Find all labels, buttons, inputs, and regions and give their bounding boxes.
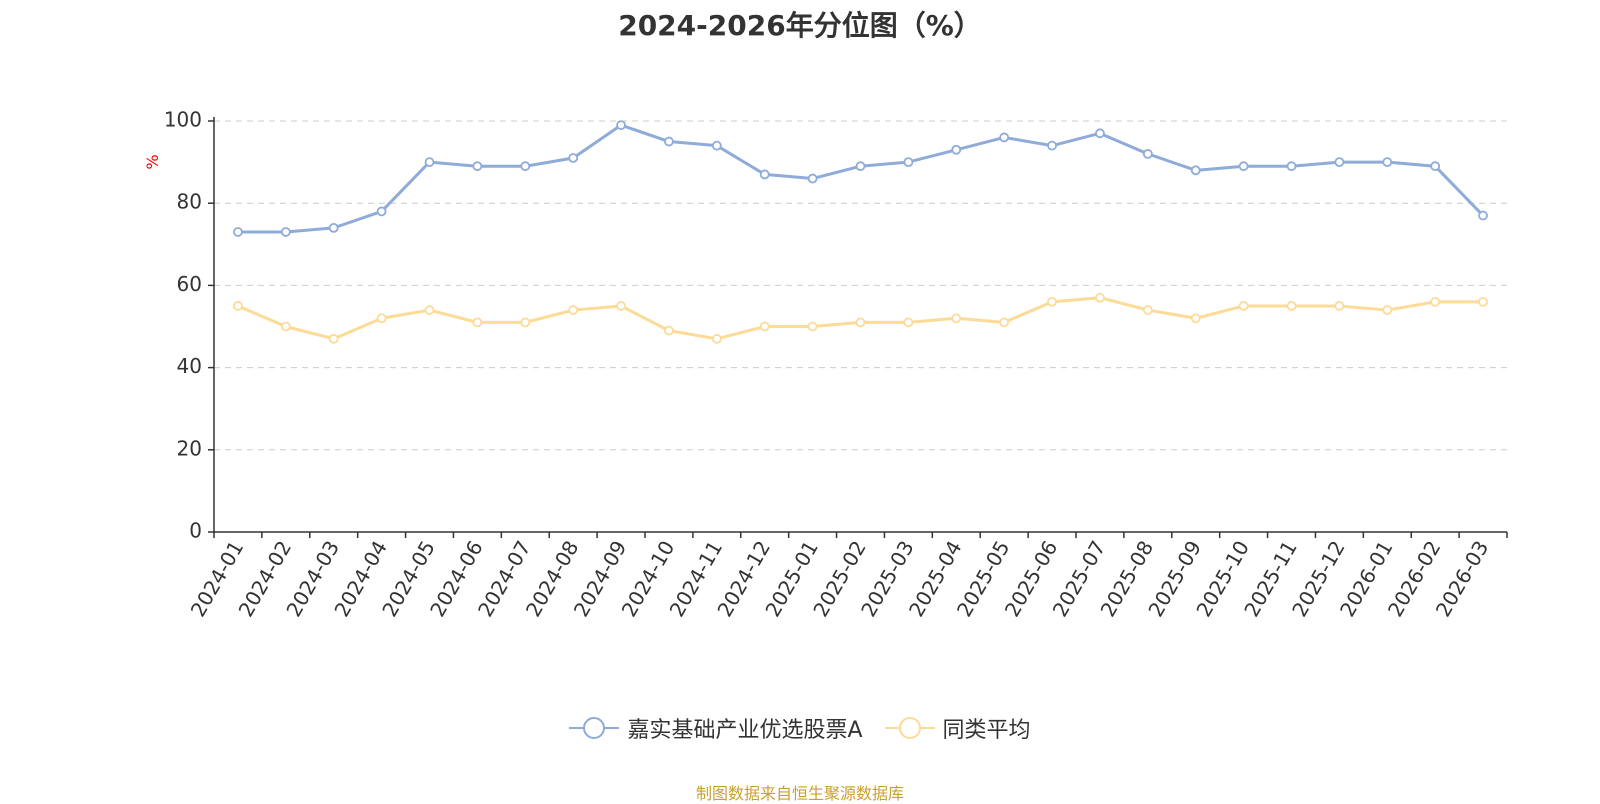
series-line [237,123,1485,234]
data-point [1478,210,1488,221]
data-point [328,222,339,233]
data-point [1334,301,1345,311]
legend-label: 嘉实基础产业优选股票A [627,718,863,743]
data-point [1478,296,1488,307]
data-point [376,313,387,324]
chart-title: 2024-2026年分位图（%） [618,9,982,42]
data-point [280,321,291,332]
data-point [807,321,818,332]
data-point [903,157,914,168]
series-layer [233,120,1488,344]
y-tick-label: 0 [189,519,202,543]
data-point [1382,305,1393,315]
y-tick-label: 80 [177,190,202,214]
data-point [903,317,914,328]
data-point [1238,301,1249,311]
data-point [280,227,291,237]
data-point [711,333,722,344]
data-point [1286,301,1297,311]
data-point [1190,313,1201,324]
series-1 [233,120,1488,237]
y-tick-label: 40 [177,354,202,378]
data-point [664,325,674,336]
data-point [1238,161,1249,172]
data-point [616,120,626,131]
y-axis-label: % [143,154,162,169]
data-point [1286,161,1297,172]
data-point [472,317,483,328]
data-point [568,305,579,315]
data-point [233,301,243,311]
y-tick-label: 60 [177,272,202,296]
data-point [472,161,483,172]
data-point [424,305,435,315]
data-point [1382,157,1393,168]
data-point [759,169,770,180]
data-point [1334,157,1345,168]
data-point [999,317,1010,328]
data-point [1047,140,1057,151]
data-point [855,161,866,172]
legend-item[interactable]: 嘉实基础产业优选股票A [569,712,863,744]
data-point [1142,148,1153,159]
data-point [1095,292,1105,303]
data-point [759,321,770,332]
data-point [233,227,243,237]
legend-circle-icon [569,717,620,739]
x-tick-labels: 2024-012024-022024-032024-042024-052024-… [186,537,1494,621]
data-point [520,161,531,172]
data-point [328,333,339,344]
data-point [855,317,866,328]
data-point [1142,305,1153,315]
data-point [424,157,435,168]
series-2 [233,292,1488,344]
source-note: 制图数据来自恒生聚源数据库 [695,784,904,803]
legend-item[interactable]: 同类平均 [884,712,1031,744]
data-point [520,317,531,328]
axis-layer [208,117,1508,538]
data-point [807,173,818,184]
data-point [1095,128,1105,139]
data-point [1047,296,1057,307]
y-tick-labels: 0 20 40 60 80 100 [164,108,202,543]
data-point [711,140,722,151]
data-point [999,132,1010,143]
data-point [951,144,962,155]
data-point [568,153,579,163]
y-tick-label: 100 [164,108,202,132]
legend-circle-icon [884,717,935,739]
data-point [1430,161,1441,172]
y-tick-label: 20 [177,436,202,460]
legend: 嘉实基础产业优选股票A 同类平均 [0,712,1600,744]
data-point [951,313,962,324]
data-point [1190,165,1201,176]
data-point [664,136,674,147]
legend-label: 同类平均 [942,718,1031,743]
data-point [376,206,387,217]
data-point [1430,296,1441,307]
data-point [616,301,626,311]
